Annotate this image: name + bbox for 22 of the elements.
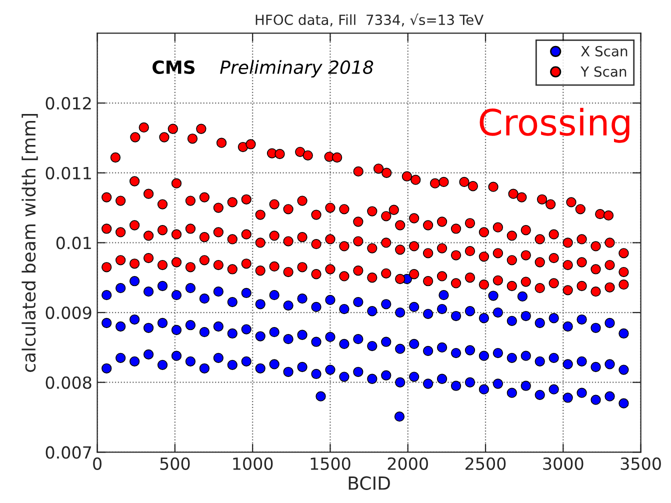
y-tick-label: 0.007 bbox=[46, 446, 92, 459]
legend-label: Y Scan bbox=[580, 66, 626, 77]
x-tick-label: 1500 bbox=[310, 457, 350, 470]
y-tick-label: 0.011 bbox=[46, 166, 91, 180]
annotation: CMS bbox=[152, 60, 195, 74]
y-axis-title: calculated beam width [mm] bbox=[22, 114, 38, 372]
y-tick-label: 0.012 bbox=[46, 96, 91, 110]
legend-label: X Scan bbox=[581, 46, 628, 56]
y-tick-label: 0.008 bbox=[46, 376, 92, 389]
chart-title: HFOC data, Fill 7334, √s=13 TeV bbox=[256, 14, 484, 26]
x-axis-title: BCID bbox=[348, 476, 390, 490]
annotation: Crossing bbox=[480, 108, 630, 143]
x-tick-label: 1000 bbox=[233, 457, 273, 470]
x-tick-label: 2000 bbox=[388, 457, 428, 470]
annotation: Preliminary 2018 bbox=[220, 60, 374, 78]
y-tick-label: 0.01 bbox=[56, 236, 91, 250]
x-tick-label: 3500 bbox=[620, 457, 661, 470]
x-tick-label: 0 bbox=[93, 457, 102, 470]
x-tick-label: 500 bbox=[160, 457, 190, 470]
x-tick-label: 3000 bbox=[543, 457, 584, 470]
x-tick-label: 2500 bbox=[466, 457, 506, 470]
y-tick-label: 0.009 bbox=[46, 306, 92, 320]
